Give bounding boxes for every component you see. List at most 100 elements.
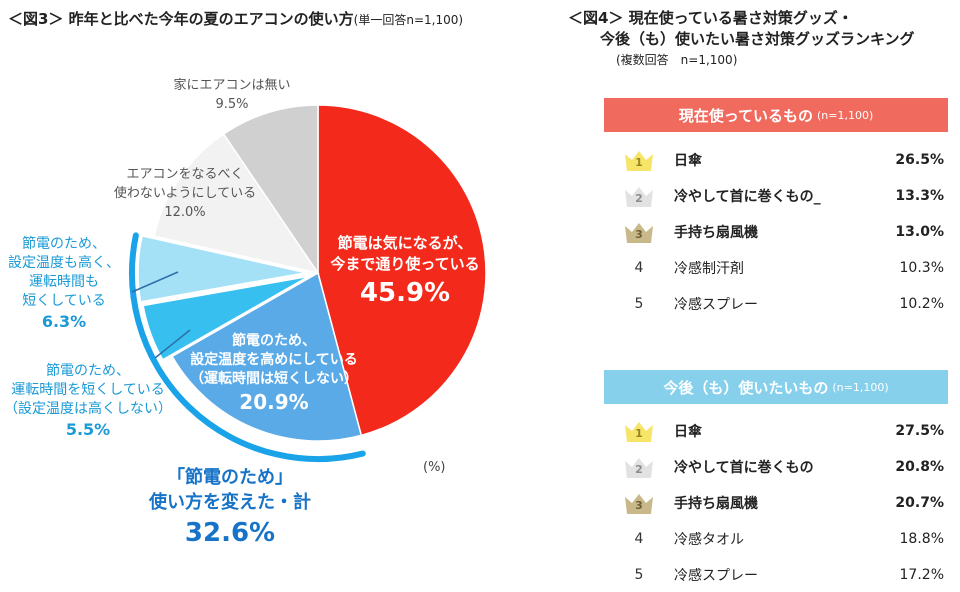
rank-badge: 5 [604, 567, 674, 583]
ranking-row: 5 冷感スプレー 10.2% [604, 287, 948, 321]
fig3-subtitle: (単一回答n=1,100) [353, 13, 464, 27]
ranking-row: 1 日傘 26.5% [604, 143, 948, 177]
slice-label-1: 節電は気になるが、今まで通り使っている 45.9% [329, 234, 479, 308]
slice-label-3: 節電のため、運転時間を短くしている （設定温度は高くしない） 5.5% [4, 362, 172, 439]
ranking-row: 2 冷やして首に巻くもの 20.8% [604, 450, 948, 484]
unit-label: (%) [423, 460, 446, 475]
rank-badge: 3 [604, 220, 674, 244]
pie-slice-4 [137, 234, 307, 303]
total-value: 32.6% [184, 518, 276, 548]
slice-label-6: 家にエアコンは無い 9.5% [173, 77, 290, 112]
item-name: 手持ち扇風機 [674, 225, 758, 241]
fig3-title: ＜図3＞ 昨年と比べた今年の夏のエアコンの使い方(単一回答n=1,100) [8, 8, 463, 29]
crown-icon: 1 [622, 148, 656, 172]
pie-slice-2 [171, 271, 363, 442]
item-value: 13.3% [895, 188, 944, 204]
pie-chart: 節電は気になるが、今まで通り使っている 45.9%節電のため、設定温度を高めにして… [4, 77, 487, 462]
rank-badge: 2 [604, 184, 674, 208]
rank-badge: 2 [604, 455, 674, 479]
rank-badge: 4 [604, 260, 674, 276]
pie-slice-5 [153, 132, 320, 275]
fig4-title-line2: 今後（も）使いたい暑さ対策グッズランキング [600, 30, 915, 48]
slice-value-6: 9.5% [215, 97, 248, 112]
slice-label-line: 運転時間を短くしている [11, 382, 165, 398]
item-value: 26.5% [895, 152, 944, 168]
total-line2: 使い方を変えた・計 [149, 492, 311, 513]
rank-badge: 1 [604, 148, 674, 172]
slice-label-5: エアコンをなるべく使わないようにしている 12.0% [114, 167, 256, 220]
rank-number: 4 [634, 531, 644, 547]
future-header: 今後（も）使いたいもの (n=1,100) [604, 370, 948, 404]
slice-label-line: 使わないようにしている [114, 185, 256, 201]
item-value: 10.2% [899, 296, 944, 312]
slice-label-line: 節電のため、 [46, 362, 130, 379]
slice-label-line: （運転時間は短くしない） [190, 370, 358, 387]
ranking-row: 3 手持ち扇風機 13.0% [604, 215, 948, 249]
pie-slice-1 [317, 104, 487, 437]
slice-label-line: 節電のため、 [232, 332, 316, 349]
slice-value-4: 6.3% [42, 312, 86, 331]
slice-label-line: 設定温度も高く、 [8, 254, 120, 271]
fig4-subtitle: (複数回答 n=1,100) [616, 53, 738, 67]
fig4-title: ＜図4＞ 現在使っている暑さ対策グッズ・ 今後（も）使いたい暑さ対策グッズランキ… [568, 8, 915, 71]
leader-line-2 [154, 329, 191, 359]
rank-badge: 4 [604, 531, 674, 547]
slice-label-line: （設定温度は高くしない） [4, 400, 172, 417]
ranking-row: 1 日傘 27.5% [604, 414, 948, 448]
crown-rank-number: 1 [635, 427, 643, 440]
rank-number: 5 [634, 296, 644, 312]
slice-label-line: 設定温度を高めにしている [190, 351, 358, 368]
current-header-n: (n=1,100) [817, 108, 874, 122]
ranking-row: 4 冷感制汗剤 10.3% [604, 251, 948, 285]
item-name: 冷感タオル [674, 532, 744, 548]
crown-icon: 3 [622, 491, 656, 515]
crown-rank-number: 2 [635, 192, 643, 205]
crown-icon: 1 [622, 419, 656, 443]
future-header-n: (n=1,100) [832, 380, 889, 394]
ranking-row: 2 冷やして首に巻くもの_ 13.3% [604, 179, 948, 213]
crown-rank-number: 1 [635, 156, 643, 169]
rank-badge: 5 [604, 296, 674, 312]
item-value: 18.8% [899, 531, 944, 547]
slice-label-4: 節電のため、設定温度も高く、運転時間も短くしている 6.3% [8, 235, 120, 331]
current-header: 現在使っているもの (n=1,100) [604, 98, 948, 132]
slice-label-line: 運転時間も [29, 274, 99, 290]
item-name: 冷やして首に巻くもの [674, 460, 814, 476]
crown-rank-number: 3 [635, 499, 643, 512]
ranking-row: 5 冷感スプレー 17.2% [604, 558, 948, 592]
crown-icon: 2 [622, 455, 656, 479]
slice-label-line: 節電は気になるが、 [338, 234, 473, 252]
ranking-row: 3 手持ち扇風機 20.7% [604, 486, 948, 520]
item-name: 日傘 [674, 153, 702, 169]
ranking-row: 4 冷感タオル 18.8% [604, 522, 948, 556]
item-value: 13.0% [895, 224, 944, 240]
rank-badge: 3 [604, 491, 674, 515]
item-name: 日傘 [674, 424, 702, 440]
item-value: 10.3% [899, 260, 944, 276]
item-name: 冷感スプレー [674, 297, 758, 313]
item-value: 17.2% [899, 567, 944, 583]
future-header-label: 今後（も）使いたいもの [663, 378, 829, 397]
item-value: 20.8% [895, 459, 944, 475]
crown-rank-number: 2 [635, 463, 643, 476]
crown-icon: 3 [622, 220, 656, 244]
pie-slice-3 [142, 275, 309, 361]
crown-rank-number: 3 [635, 228, 643, 241]
item-name: 冷感スプレー [674, 568, 758, 584]
item-name: 冷感制汗剤 [674, 261, 744, 277]
slice-label-2: 節電のため、設定温度を高めにしている （運転時間は短くしない） 20.9% [190, 332, 358, 414]
total-callout: 「節電のため」 使い方を変えた・計 32.6% [130, 466, 330, 550]
fig4-title-line1: ＜図4＞ 現在使っている暑さ対策グッズ・ [568, 9, 853, 27]
slice-label-line: エアコンをなるべく [126, 167, 243, 182]
rank-number: 4 [634, 260, 644, 276]
crown-icon: 2 [622, 184, 656, 208]
item-name: 手持ち扇風機 [674, 496, 758, 512]
slice-value-1: 45.9% [360, 278, 450, 308]
slice-value-2: 20.9% [239, 390, 308, 414]
rank-number: 5 [634, 567, 644, 583]
rank-badge: 1 [604, 419, 674, 443]
slice-label-line: 今まで通り使っている [329, 255, 479, 273]
pie-slice-6 [222, 104, 319, 276]
total-line1: 「節電のため」 [167, 467, 293, 488]
item-value: 27.5% [895, 423, 944, 439]
